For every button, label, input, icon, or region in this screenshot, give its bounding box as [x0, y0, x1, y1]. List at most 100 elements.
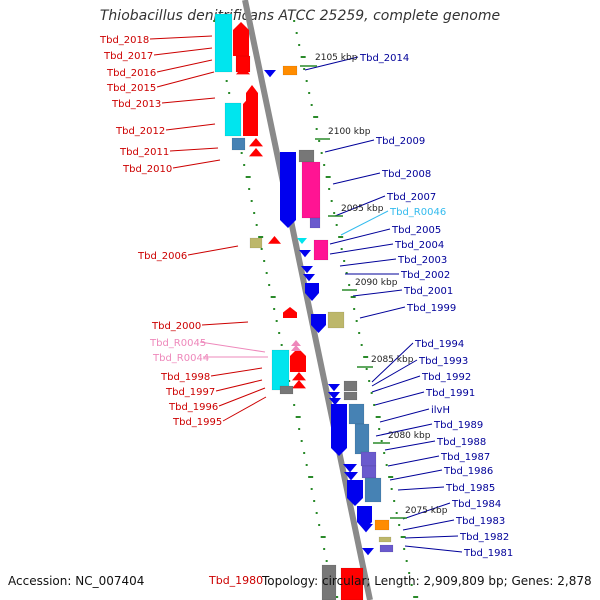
gene-label-right: Tbd_2002 [400, 270, 450, 281]
leader-line [352, 289, 403, 297]
gene-arrow [283, 307, 297, 318]
leader-line [201, 321, 249, 326]
leader-line [329, 228, 391, 245]
gene-label-left: Tbd_R0045 [149, 338, 206, 349]
gene-label-left: Tbd_2016 [106, 68, 156, 79]
gene-label-right: Tbd_2009 [375, 136, 425, 147]
leader-line [161, 97, 216, 104]
tick-dot [338, 236, 344, 238]
gene-label-left: Tbd_2017 [103, 51, 153, 62]
tick-dot [355, 320, 358, 322]
map-title: Thiobacillus denitrificans ATCC 25259, c… [99, 8, 501, 24]
tick-dot [318, 140, 321, 142]
tick-dot [373, 404, 376, 406]
tick-dot [413, 596, 419, 598]
gene-box [364, 477, 382, 503]
gene-box [279, 385, 294, 395]
tick-dot [245, 176, 251, 178]
tick-dot [288, 380, 291, 382]
tick-dot [378, 428, 381, 430]
leader-line [379, 408, 430, 423]
tick-dot [315, 512, 318, 514]
tick-dot [325, 560, 328, 562]
tick-dot [333, 212, 336, 214]
tick-dot [213, 20, 216, 22]
gene-box [343, 391, 358, 401]
tick-dot [240, 152, 243, 154]
gene-box [379, 544, 394, 553]
gene-box [327, 311, 345, 329]
kbp-label: 2080 kbp [388, 431, 431, 441]
gene-label-left: Tbd_2012 [115, 126, 165, 137]
leader-line [375, 423, 433, 437]
tick-dot [400, 536, 406, 538]
gene-box [224, 102, 242, 137]
tick-dot [293, 20, 296, 22]
gene-arrow-small [301, 266, 313, 274]
gene-label-left: Tbd_1998 [160, 372, 210, 383]
leader-line [339, 258, 397, 267]
tick-dot [278, 332, 281, 334]
leader-line [402, 502, 451, 520]
gene-box [321, 564, 337, 600]
gene-box [214, 13, 233, 73]
gene-label-right: Tbd_1982 [459, 532, 509, 543]
tick-dot [308, 476, 314, 478]
tick-dot [340, 248, 343, 250]
tick-dot [265, 272, 268, 274]
tick-dot [363, 356, 369, 358]
tick-dot [398, 524, 401, 526]
leader-line [304, 56, 359, 71]
tick-dot [390, 488, 393, 490]
gene-box [271, 349, 290, 391]
gene-arrow-small [343, 464, 357, 473]
tick-dot [345, 272, 348, 274]
leader-line [387, 455, 440, 467]
gene-label-left: Tbd_1995 [172, 417, 222, 428]
leader-line [324, 139, 375, 153]
gene-label-right: Tbd_1985 [445, 483, 495, 494]
tick-dot [303, 452, 306, 454]
gene-label-right: Tbd_1987 [440, 452, 490, 463]
kbp-label: 2095 kbp [341, 204, 384, 214]
tick-dot [320, 152, 323, 154]
gene-arrow-small [362, 548, 374, 556]
gene-box [301, 161, 321, 219]
gene-box [354, 423, 370, 455]
gene-label-right: Tbd_1994 [414, 339, 464, 350]
tick-dot [298, 44, 301, 46]
leader-line [371, 359, 418, 387]
kbp-label: 2075 kbp [405, 506, 448, 516]
leader-line [374, 391, 425, 406]
tick-dot [320, 536, 326, 538]
tick-dot [300, 440, 303, 442]
gene-label-left: Tbd_2000 [151, 321, 201, 332]
leader-line [359, 306, 406, 319]
gene-box [360, 451, 377, 467]
gene-arrow [246, 85, 258, 105]
tick-dot [268, 284, 271, 286]
gene-label-left: Tbd_2006 [137, 251, 187, 262]
tick-dot [303, 68, 306, 70]
gene-arrow [243, 96, 258, 136]
gene-label-right: Tbd_1991 [425, 388, 475, 399]
tick-dot [250, 200, 253, 202]
tick-dot [293, 404, 296, 406]
leader-line [187, 245, 239, 256]
tick-dot [310, 104, 313, 106]
gene-label-right: Tbd_1993 [418, 356, 468, 367]
leader-line [332, 172, 381, 185]
gene-labels: Tbd_2018 Tbd_2017 Tbd_2016 Tbd_2015 Tbd_2013… [99, 35, 513, 559]
leader-line [199, 341, 266, 353]
kbp-markers: 2105 kbp 2100 kbp 2095 kbp 2090 kbp 2085 kbp… [300, 53, 448, 519]
gene-label-left: Tbd_1997 [165, 387, 215, 398]
kbp-label: 2090 kbp [355, 278, 398, 288]
tick-dot [410, 584, 413, 586]
leader-line [218, 387, 266, 407]
tick-dot [323, 164, 326, 166]
tick-dot [270, 296, 276, 298]
tick-dot [243, 164, 246, 166]
leader-line [404, 545, 463, 553]
leader-line [329, 243, 394, 255]
tick-dot [315, 128, 318, 130]
